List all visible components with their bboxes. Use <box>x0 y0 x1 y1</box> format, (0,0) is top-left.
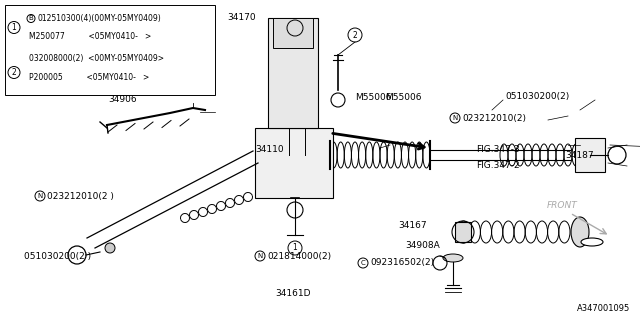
Bar <box>268 18 318 128</box>
Text: 012510300(4)(00MY-05MY0409): 012510300(4)(00MY-05MY0409) <box>37 14 161 23</box>
Text: 032008000(2)  <00MY-05MY0409>: 032008000(2) <00MY-05MY0409> <box>29 54 164 63</box>
Text: M55006: M55006 <box>385 92 422 101</box>
Text: N: N <box>37 193 43 199</box>
Text: N: N <box>452 115 458 121</box>
Text: 2: 2 <box>353 30 357 39</box>
Text: M250077          <05MY0410-   >: M250077 <05MY0410- > <box>29 32 151 41</box>
Text: M55006: M55006 <box>355 92 392 101</box>
Text: FIG.347-3: FIG.347-3 <box>476 146 520 155</box>
Text: 021814000(2): 021814000(2) <box>267 252 331 260</box>
Text: FIG.347-2: FIG.347-2 <box>476 161 520 170</box>
Bar <box>455 222 471 242</box>
Text: 34170: 34170 <box>227 12 255 21</box>
Text: 34110: 34110 <box>255 146 284 155</box>
Bar <box>255 128 333 198</box>
Ellipse shape <box>571 217 589 247</box>
Text: FRONT: FRONT <box>547 201 578 210</box>
Text: P200005          <05MY0410-   >: P200005 <05MY0410- > <box>29 73 149 82</box>
Text: 023212010(2): 023212010(2) <box>462 114 526 123</box>
Circle shape <box>105 243 115 253</box>
Text: 092316502(2): 092316502(2) <box>370 259 434 268</box>
Text: 34161D: 34161D <box>275 289 310 298</box>
Text: 2: 2 <box>12 68 17 77</box>
Text: 34167: 34167 <box>398 220 427 229</box>
Text: C: C <box>360 260 365 266</box>
Text: 023212010(2 ): 023212010(2 ) <box>47 191 114 201</box>
Text: B: B <box>29 15 33 21</box>
Text: 1: 1 <box>292 244 298 252</box>
Ellipse shape <box>443 254 463 262</box>
Text: A347001095: A347001095 <box>577 304 630 313</box>
Text: 051030200(2): 051030200(2) <box>505 92 569 101</box>
Text: 34908A: 34908A <box>405 241 440 250</box>
Text: 34187: 34187 <box>565 150 594 159</box>
Text: N: N <box>257 253 262 259</box>
Text: 1: 1 <box>12 23 17 32</box>
Bar <box>5 5 215 95</box>
Text: 34906: 34906 <box>108 95 136 105</box>
Ellipse shape <box>581 238 603 246</box>
Text: 051030200(2 ): 051030200(2 ) <box>24 252 91 260</box>
Bar <box>273 18 313 48</box>
Bar <box>575 138 605 172</box>
